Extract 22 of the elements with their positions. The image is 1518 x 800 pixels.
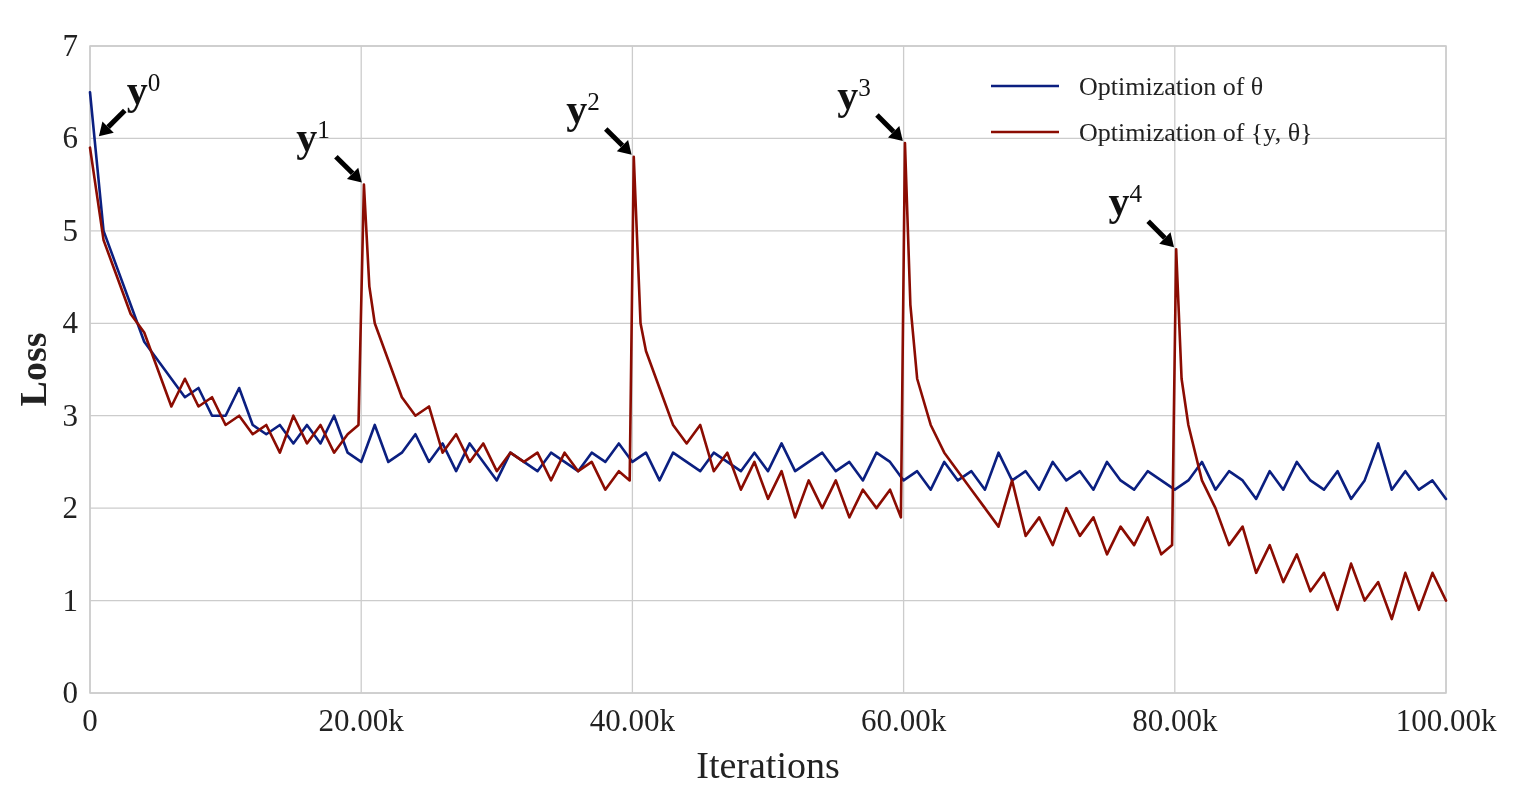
y-tick-label: 2 (62, 490, 78, 526)
annotation: y$^{0}$ (126, 67, 161, 114)
y-axis-title: Loss (12, 332, 54, 407)
y-tick-label: 7 (62, 28, 78, 63)
y-tick-label: 4 (62, 305, 79, 341)
y-tick-label: 3 (62, 397, 78, 433)
annotation: y$^{2}$ (566, 85, 600, 132)
annotation: y$^{4}$ (1108, 178, 1143, 225)
x-tick-label: 60.00k (860, 703, 947, 738)
y-tick-label: 6 (62, 120, 78, 156)
y-tick-label: 5 (62, 212, 78, 248)
legend-label: Optimization of θ (1079, 72, 1264, 101)
annotation: y$^{3}$ (837, 72, 871, 119)
legend-label: Optimization of {y, θ} (1079, 118, 1313, 147)
x-tick-label: 80.00k (1132, 703, 1218, 738)
x-tick-label: 20.00k (318, 703, 405, 738)
annotation: y$^{1}$ (296, 113, 330, 160)
y-tick-label: 1 (62, 582, 78, 618)
x-axis-title: Iterations (696, 744, 840, 786)
x-tick-label: 40.00k (589, 703, 676, 738)
y-tick-label: 0 (62, 675, 78, 710)
x-tick-label: 100.00k (1395, 703, 1497, 738)
